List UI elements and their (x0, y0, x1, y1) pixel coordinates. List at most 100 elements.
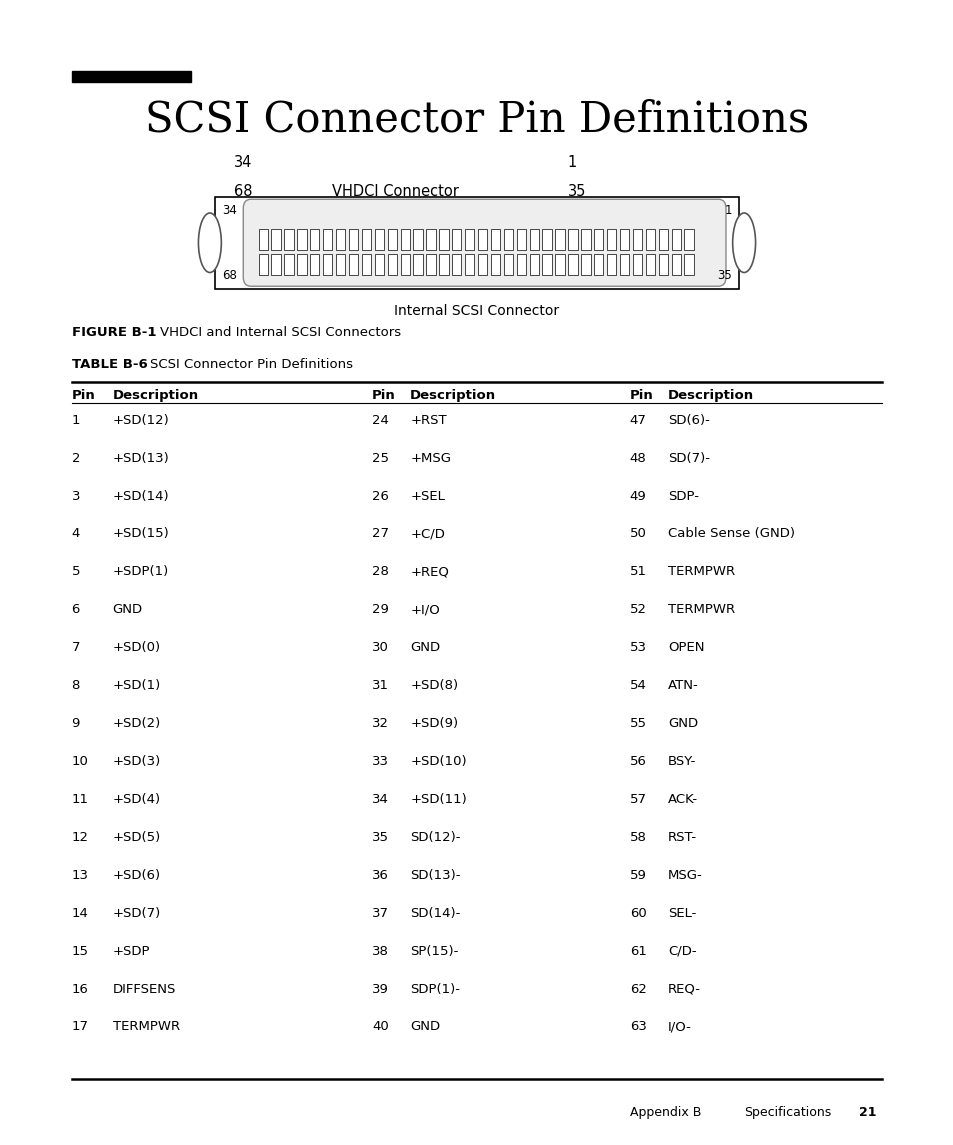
Text: DIFFSENS: DIFFSENS (112, 982, 175, 995)
Text: 53: 53 (629, 641, 646, 654)
Text: 34: 34 (372, 792, 389, 806)
Bar (375, 254, 384, 275)
Bar (503, 254, 513, 275)
Text: +RST: +RST (410, 413, 446, 427)
Bar (284, 254, 294, 275)
Bar (542, 254, 551, 275)
Text: SEL-: SEL- (667, 907, 696, 919)
Text: 6: 6 (71, 603, 80, 616)
Bar (335, 229, 345, 250)
Bar (542, 229, 551, 250)
Bar (438, 254, 448, 275)
Text: SD(14)-: SD(14)- (410, 907, 460, 919)
Bar (310, 229, 319, 250)
Bar (387, 254, 396, 275)
Text: VHDCI Connector: VHDCI Connector (333, 183, 458, 199)
Text: +SD(1): +SD(1) (112, 679, 161, 693)
Text: +SD(2): +SD(2) (112, 717, 161, 731)
Text: 34: 34 (233, 155, 252, 171)
Text: +SD(14): +SD(14) (112, 490, 169, 503)
Text: 31: 31 (372, 679, 389, 693)
Bar (349, 254, 357, 275)
Text: 50: 50 (629, 528, 646, 540)
Text: 26: 26 (372, 490, 389, 503)
Text: Cable Sense (GND): Cable Sense (GND) (667, 528, 794, 540)
Text: 4: 4 (71, 528, 80, 540)
Bar (683, 229, 693, 250)
Bar (426, 229, 436, 250)
Text: TERMPWR: TERMPWR (667, 603, 734, 616)
Text: REQ-: REQ- (667, 982, 700, 995)
Bar (400, 229, 410, 250)
Text: +SD(11): +SD(11) (410, 792, 466, 806)
Text: SD(13)-: SD(13)- (410, 869, 460, 882)
Bar (375, 229, 384, 250)
Text: C/D-: C/D- (667, 945, 696, 957)
Text: Specifications: Specifications (743, 1106, 830, 1120)
Text: 47: 47 (629, 413, 646, 427)
Text: 27: 27 (372, 528, 389, 540)
Bar (71, 71, 191, 82)
Text: 15: 15 (71, 945, 89, 957)
Text: 49: 49 (629, 490, 646, 503)
Bar (645, 254, 655, 275)
Text: +SD(3): +SD(3) (112, 755, 161, 768)
Text: +SD(7): +SD(7) (112, 907, 161, 919)
Text: 59: 59 (629, 869, 646, 882)
Text: SCSI Connector Pin Definitions: SCSI Connector Pin Definitions (145, 98, 808, 140)
Text: 11: 11 (71, 792, 89, 806)
Text: TABLE B-6: TABLE B-6 (71, 357, 147, 371)
Bar (683, 254, 693, 275)
Text: VHDCI and Internal SCSI Connectors: VHDCI and Internal SCSI Connectors (160, 325, 401, 339)
Text: +SD(12): +SD(12) (112, 413, 169, 427)
Text: 60: 60 (629, 907, 646, 919)
Text: 24: 24 (372, 413, 389, 427)
Bar (413, 229, 422, 250)
Text: Internal SCSI Connector: Internal SCSI Connector (394, 305, 559, 318)
Text: SDP(1)-: SDP(1)- (410, 982, 459, 995)
Text: Pin: Pin (629, 388, 653, 402)
Text: 28: 28 (372, 566, 389, 578)
Text: 1: 1 (71, 413, 80, 427)
Bar (323, 229, 332, 250)
Text: SDP-: SDP- (667, 490, 698, 503)
Text: 10: 10 (71, 755, 89, 768)
Text: 3: 3 (71, 490, 80, 503)
Text: +SD(0): +SD(0) (112, 641, 160, 654)
Bar (606, 229, 616, 250)
Text: 2: 2 (71, 451, 80, 465)
Bar (645, 229, 655, 250)
Text: 35: 35 (717, 269, 731, 282)
Text: 54: 54 (629, 679, 646, 693)
Text: Description: Description (410, 388, 496, 402)
Bar (529, 254, 538, 275)
Bar (671, 229, 680, 250)
Text: 63: 63 (629, 1020, 646, 1034)
Bar (400, 254, 410, 275)
Text: 68: 68 (222, 269, 237, 282)
Text: 35: 35 (567, 183, 585, 199)
Bar (632, 254, 641, 275)
Text: +SD(8): +SD(8) (410, 679, 457, 693)
Text: 29: 29 (372, 603, 389, 616)
Bar (580, 229, 590, 250)
Text: Pin: Pin (71, 388, 95, 402)
Bar (517, 229, 525, 250)
Bar (529, 229, 538, 250)
Text: I/O-: I/O- (667, 1020, 691, 1034)
Text: 40: 40 (372, 1020, 389, 1034)
Text: 13: 13 (71, 869, 89, 882)
Text: +C/D: +C/D (410, 528, 445, 540)
Text: Appendix B: Appendix B (629, 1106, 700, 1120)
Text: SD(7)-: SD(7)- (667, 451, 709, 465)
Bar (323, 254, 332, 275)
Text: 33: 33 (372, 755, 389, 768)
Text: 39: 39 (372, 982, 389, 995)
Text: TERMPWR: TERMPWR (667, 566, 734, 578)
Text: +SD(6): +SD(6) (112, 869, 160, 882)
Text: 14: 14 (71, 907, 89, 919)
Bar (491, 229, 499, 250)
Bar (619, 229, 629, 250)
Text: 16: 16 (71, 982, 89, 995)
Bar (555, 254, 564, 275)
